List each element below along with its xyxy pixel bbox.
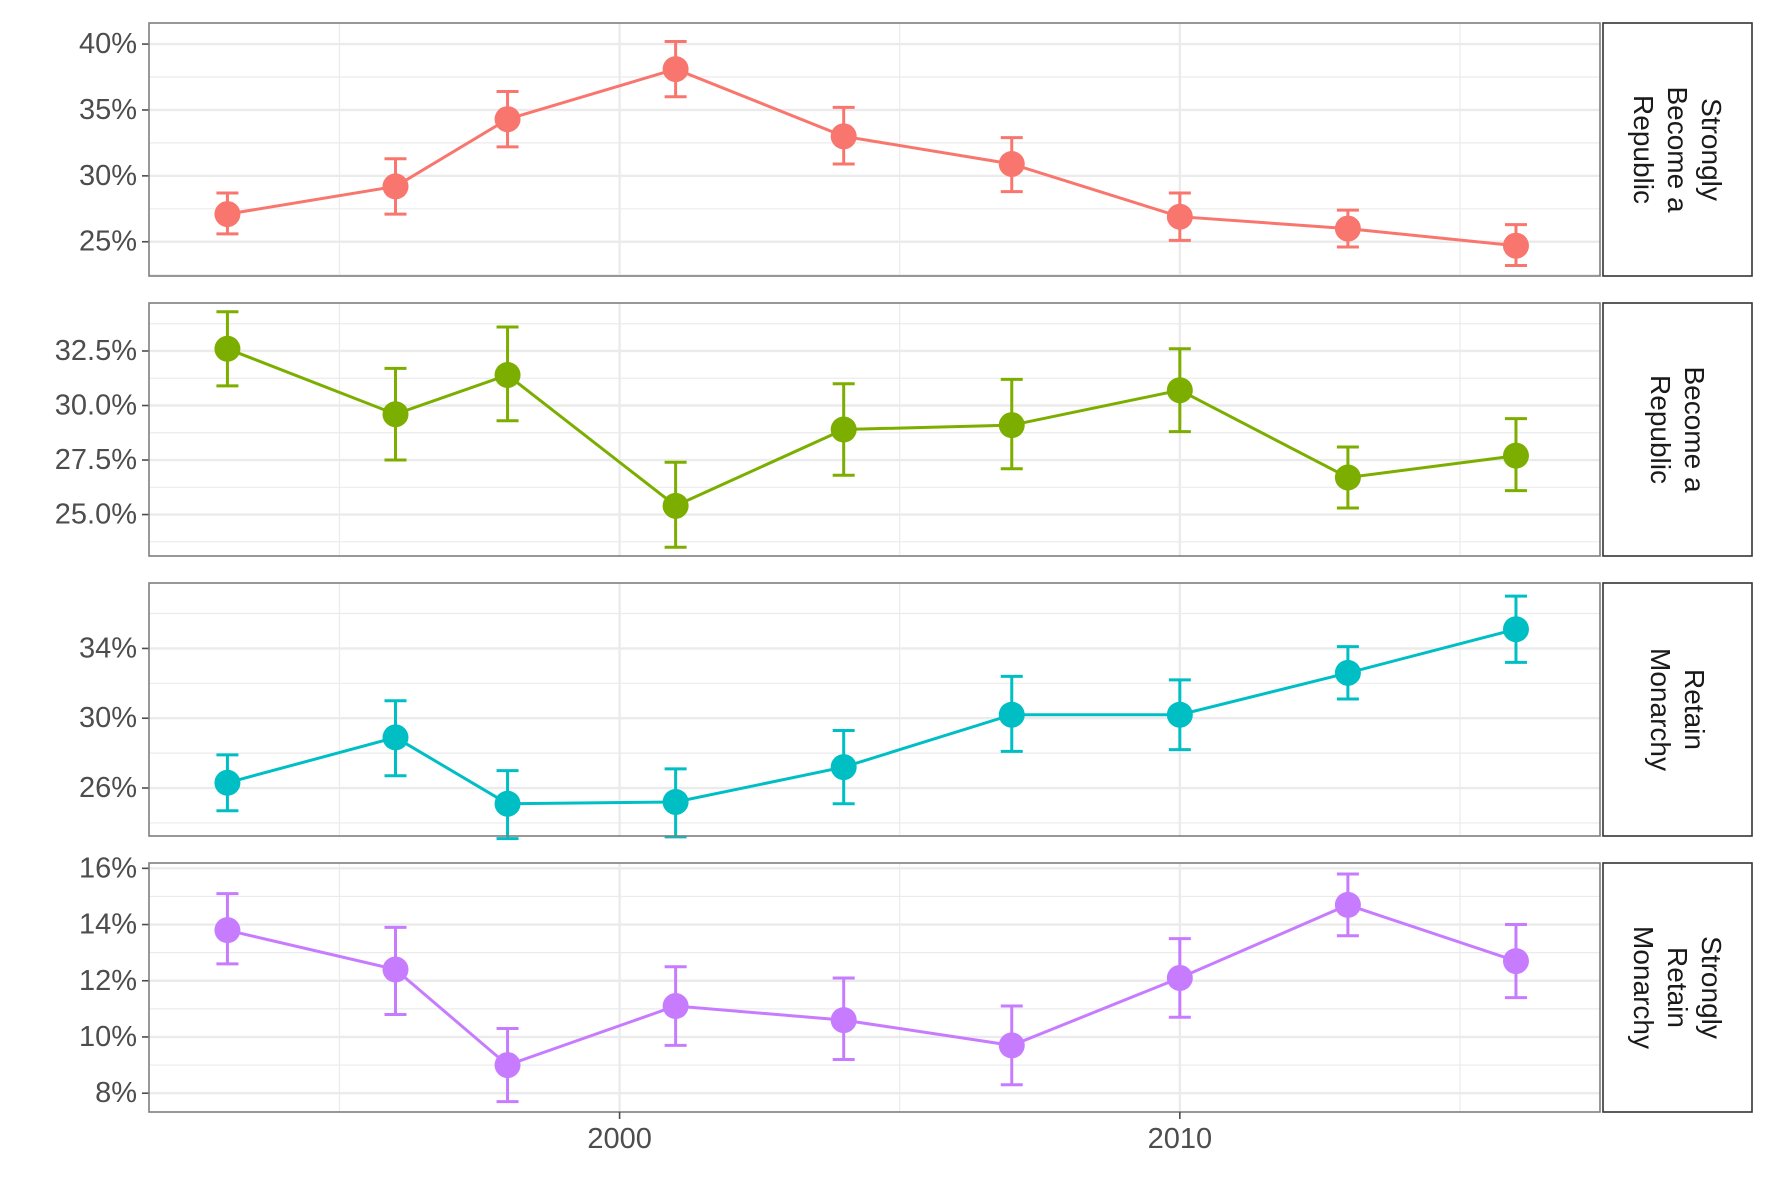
data-point — [494, 361, 521, 388]
y-tick-label: 40% — [79, 28, 137, 60]
data-point — [662, 993, 689, 1020]
panel-border — [148, 862, 1601, 1113]
y-tick-label: 12% — [79, 965, 137, 997]
data-point — [830, 1007, 857, 1034]
strip-label-line: Republic — [1628, 95, 1659, 204]
strip-box — [1602, 582, 1753, 837]
strip-label-line: Strongly — [1696, 936, 1727, 1039]
strip-1: StronglyBecome aRepublic — [1602, 22, 1753, 277]
y-tick-label: 27.5% — [55, 444, 137, 476]
data-point — [662, 492, 689, 519]
strip-4: StronglyRetainMonarchy — [1602, 862, 1753, 1113]
data-point — [1166, 377, 1193, 404]
panel-background — [149, 863, 1600, 1112]
data-point — [1502, 442, 1529, 469]
panel-border — [148, 582, 1601, 837]
y-tick-label: 34% — [79, 632, 137, 664]
data-point — [1334, 891, 1361, 918]
data-point — [998, 150, 1025, 177]
strip-label-line: Monarchy — [1628, 926, 1659, 1049]
data-point — [382, 173, 409, 200]
data-point — [494, 790, 521, 817]
strip-label-line: Strongly — [1696, 98, 1727, 201]
y-tick-label: 14% — [79, 909, 137, 941]
data-point — [662, 788, 689, 815]
strip-box — [1602, 862, 1753, 1113]
data-point — [998, 701, 1025, 728]
data-point — [830, 416, 857, 443]
data-point — [1502, 948, 1529, 975]
y-tick-label: 25% — [79, 226, 137, 258]
data-point — [662, 56, 689, 83]
strip-label: RetainMonarchy — [1645, 648, 1710, 771]
y-tick-label: 16% — [79, 852, 137, 884]
strip-label-line: Become a — [1679, 366, 1710, 492]
panel-border — [148, 22, 1601, 277]
strip-label: Become aRepublic — [1645, 366, 1710, 492]
strip-label-line: Retain — [1662, 947, 1693, 1028]
data-point — [382, 724, 409, 751]
data-point — [382, 956, 409, 983]
data-point — [214, 201, 241, 228]
x-tick-label: 2000 — [587, 1123, 652, 1155]
data-point — [382, 401, 409, 428]
data-point — [998, 412, 1025, 439]
data-point — [214, 917, 241, 944]
y-tick-label: 30% — [79, 160, 137, 192]
y-tick-label: 35% — [79, 94, 137, 126]
data-point — [1166, 964, 1193, 991]
strip-box — [1602, 22, 1753, 277]
data-point — [214, 769, 241, 796]
y-tick-label: 26% — [79, 772, 137, 804]
data-point — [1334, 464, 1361, 491]
panel-border — [148, 302, 1601, 557]
y-tick-label: 30% — [79, 702, 137, 734]
y-tick-label: 8% — [95, 1077, 137, 1109]
data-point — [214, 335, 241, 362]
strip-label: StronglyRetainMonarchy — [1628, 926, 1727, 1049]
strip-label-line: Republic — [1645, 375, 1676, 484]
data-point — [1334, 215, 1361, 242]
strip-box — [1602, 302, 1753, 557]
strip-2: Become aRepublic — [1602, 302, 1753, 557]
data-point — [1334, 659, 1361, 686]
strip-label: StronglyBecome aRepublic — [1628, 86, 1727, 212]
data-point — [1502, 616, 1529, 643]
data-point — [1166, 701, 1193, 728]
data-point — [1166, 203, 1193, 230]
panel-background — [149, 23, 1600, 276]
data-point — [830, 123, 857, 150]
y-tick-label: 30.0% — [55, 390, 137, 422]
strip-label-line: Retain — [1679, 669, 1710, 750]
panel-4: 8% 10% 12% 14% 16% — [79, 852, 1601, 1113]
strip-3: RetainMonarchy — [1602, 582, 1753, 837]
x-tick-label: 2010 — [1148, 1123, 1213, 1155]
data-point — [1502, 232, 1529, 259]
panel-1: 25% 30% 35% 40% — [79, 22, 1601, 277]
y-tick-label: 32.5% — [55, 335, 137, 367]
data-point — [494, 1052, 521, 1079]
y-tick-label: 10% — [79, 1021, 137, 1053]
strip-label-line: Become a — [1662, 86, 1693, 212]
panel-3: 26% 30% 34% — [79, 582, 1601, 841]
panel-background — [149, 583, 1600, 836]
strip-label-line: Monarchy — [1645, 648, 1676, 771]
panel-2: 25.0% 27.5% 30.0% 32.5% — [55, 302, 1601, 557]
y-tick-label: 25.0% — [55, 499, 137, 531]
data-point — [494, 106, 521, 133]
data-point — [830, 754, 857, 781]
data-point — [998, 1032, 1025, 1059]
